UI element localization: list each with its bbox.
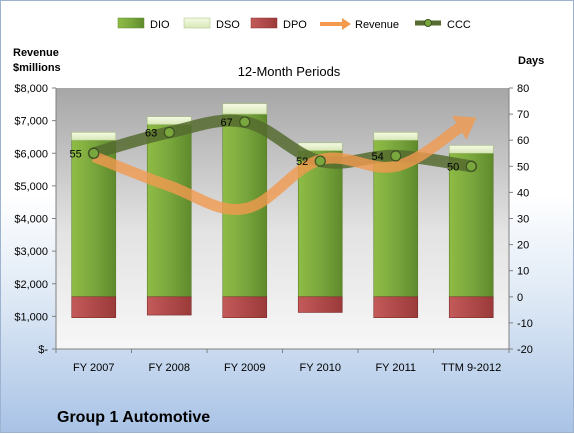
- right-axis-tick-label: 30: [517, 214, 529, 226]
- lines-layer: 55 63 67 52 54 50: [70, 114, 478, 215]
- bar-dpo: [71, 296, 117, 318]
- left-axis-tick-label: $6,000: [14, 148, 48, 160]
- x-axis-tick-label: FY 2007: [73, 362, 114, 374]
- ccc-point: [465, 160, 477, 172]
- left-axis-tick-label: $-: [38, 344, 48, 356]
- left-axis-tick-label: $1,000: [14, 311, 48, 323]
- right-axis-tick-label: 80: [517, 83, 529, 95]
- left-axis-tick-label: $7,000: [14, 116, 48, 128]
- ccc-data-label: 55: [70, 148, 82, 160]
- legend-label-ccc: CCC: [447, 19, 471, 31]
- bar-dso: [448, 145, 494, 154]
- right-axis-tick-label: 50: [517, 161, 529, 173]
- legend-label-revenue: Revenue: [355, 19, 399, 31]
- left-axis-tick-label: $4,000: [14, 214, 48, 226]
- bar-dso: [71, 132, 117, 141]
- chart-subtitle: 12-Month Periods: [238, 64, 341, 79]
- right-axis-tick-label: 20: [517, 240, 529, 252]
- ccc-data-label: 52: [296, 156, 308, 168]
- bar-dio: [146, 124, 192, 298]
- bar-dso: [373, 132, 419, 141]
- legend-swatch-revenue: [320, 18, 351, 30]
- right-axis-tick-label: -10: [517, 318, 533, 330]
- legend: DIO DSO DPO Revenue CCC: [117, 17, 471, 31]
- bar-dio: [297, 150, 343, 298]
- axes-layer: $- $1,000 $2,000 $3,000 $4,000 $5,000 $6,000 $7…: [14, 83, 533, 374]
- bars-layer: [71, 103, 494, 318]
- bar-dso: [222, 103, 268, 115]
- left-axis-title-line2: $millions: [13, 62, 61, 74]
- bar-dpo: [297, 296, 343, 313]
- ccc-line: [87, 114, 478, 173]
- legend-label-dio: DIO: [150, 19, 170, 31]
- right-axis-tick-label: 60: [517, 135, 529, 147]
- revenue-line: [91, 123, 463, 215]
- ccc-point: [314, 155, 326, 167]
- left-axis-tick-label: $3,000: [14, 246, 48, 258]
- x-axis-tick-label: FY 2008: [149, 362, 190, 374]
- ccc-point: [390, 150, 402, 162]
- bar-dpo: [146, 296, 192, 316]
- bar-dpo: [448, 296, 494, 318]
- x-axis-tick-label: TTM 9-2012: [441, 362, 501, 374]
- legend-swatch-ccc: [415, 19, 441, 27]
- bar-dpo: [222, 296, 268, 318]
- left-axis-tick-label: $8,000: [14, 83, 48, 95]
- company-name: Group 1 Automotive: [57, 409, 210, 426]
- right-axis-tick-label: 10: [517, 266, 529, 278]
- right-axis-tick-label: 70: [517, 109, 529, 121]
- bar-dio: [448, 152, 494, 298]
- x-axis-tick-label: FY 2011: [375, 362, 416, 374]
- x-axis-tick-label: FY 2009: [224, 362, 265, 374]
- right-axis-title: Days: [518, 55, 544, 67]
- ccc-data-label: 63: [145, 127, 157, 139]
- left-axis-tick-label: $5,000: [14, 181, 48, 193]
- right-axis-tick-label: 40: [517, 187, 529, 199]
- left-axis-tick-label: $2,000: [14, 279, 48, 291]
- ccc-point: [88, 147, 100, 159]
- plot-area: [56, 88, 509, 349]
- left-axis-title-line1: Revenue: [13, 47, 59, 59]
- legend-label-dpo: DPO: [283, 19, 307, 31]
- ccc-data-label: 67: [221, 117, 233, 129]
- legend-swatch-dio: [117, 17, 145, 29]
- legend-label-dso: DSO: [216, 19, 240, 31]
- ccc-data-label: 50: [447, 161, 459, 173]
- bar-dso: [146, 116, 192, 125]
- ccc-data-label: 54: [372, 151, 384, 163]
- x-axis-tick-label: FY 2010: [300, 362, 341, 374]
- right-axis-tick-label: -20: [517, 344, 533, 356]
- legend-swatch-dso: [183, 17, 211, 29]
- ccc-point: [239, 116, 251, 128]
- ccc-point: [163, 126, 175, 138]
- revenue-arrowhead: [452, 115, 477, 140]
- right-axis-tick-label: 0: [517, 292, 523, 304]
- legend-swatch-dpo: [250, 17, 278, 29]
- bar-dpo: [373, 296, 419, 318]
